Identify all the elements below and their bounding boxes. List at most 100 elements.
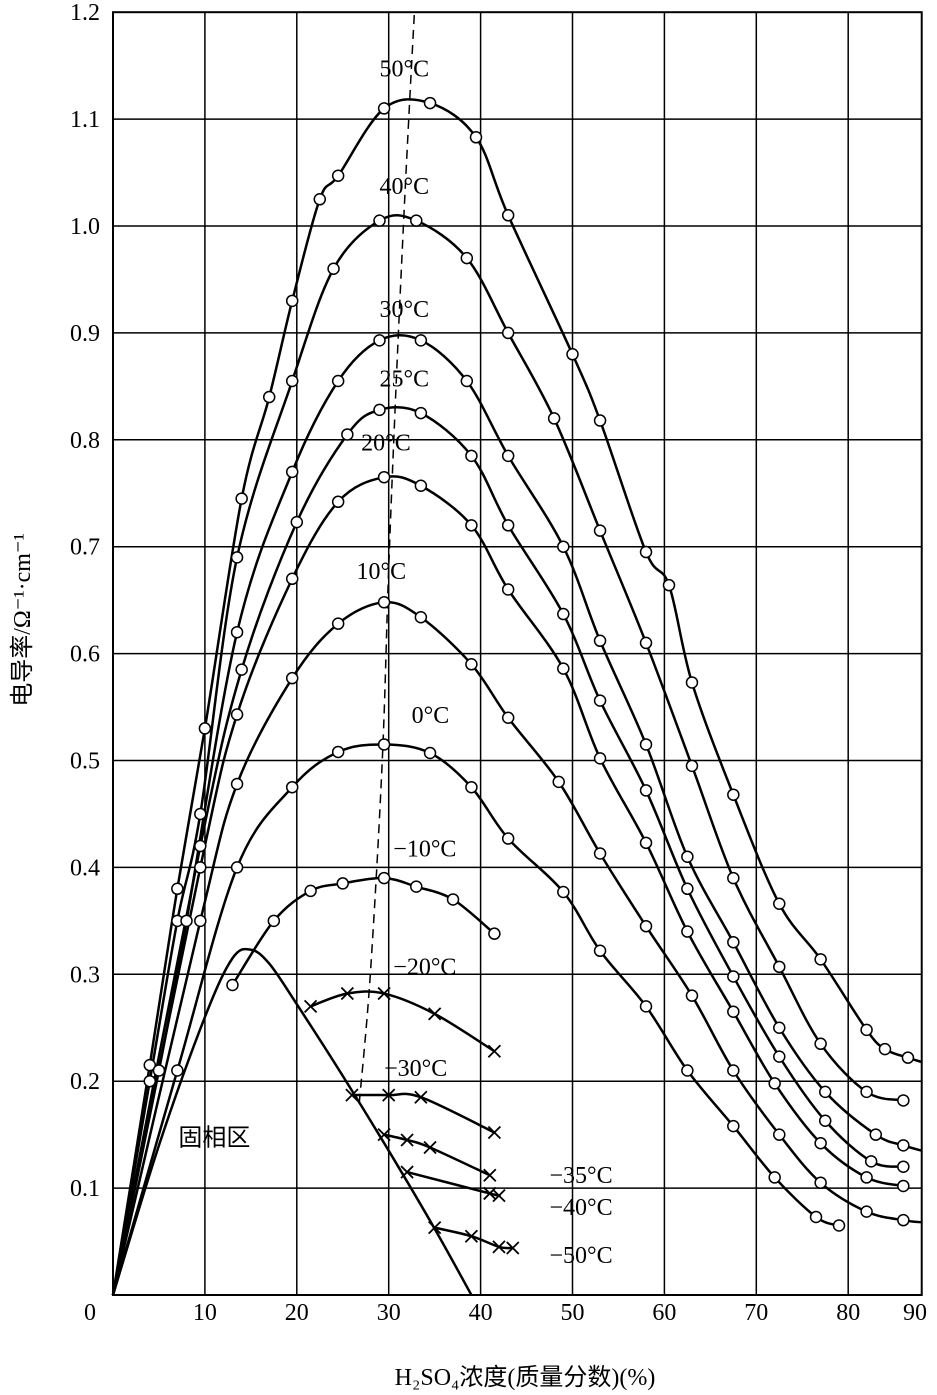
- series-8-x-marker: [377, 986, 391, 1001]
- series-4-circle-marker: [230, 708, 244, 721]
- series-7-circle-marker: [446, 893, 460, 906]
- series-9-x-marker: [345, 1088, 359, 1102]
- series-0-circle-marker: [901, 1051, 915, 1064]
- series-9-x-marker: [414, 1090, 428, 1104]
- series-0-circle-marker: [685, 676, 699, 689]
- series-1-circle-marker: [327, 262, 340, 276]
- series-0-circle-marker: [313, 193, 327, 206]
- series-2-circle-marker: [818, 1085, 832, 1099]
- series-2-circle-marker: [230, 625, 244, 639]
- series-5-circle-marker: [377, 596, 391, 609]
- series-0-circle-marker: [501, 209, 515, 222]
- series-0-circle-marker: [814, 953, 827, 966]
- series-0-circle-marker: [773, 897, 786, 910]
- series-0-circle-marker: [878, 1042, 892, 1056]
- series-3-circle-marker: [235, 663, 248, 676]
- series-4-line: [111, 475, 904, 1296]
- series-7-circle-marker: [336, 877, 349, 890]
- y-tick-label: 0.8: [70, 428, 100, 454]
- series-2-circle-marker: [373, 334, 386, 347]
- series-5-circle-marker: [331, 617, 345, 630]
- series-5-line: [111, 600, 922, 1296]
- y-tick-label: 0.5: [70, 749, 100, 775]
- series-2-circle-marker: [773, 1021, 786, 1034]
- series-10-label: −35°C: [550, 1163, 613, 1189]
- series-0-circle-marker: [198, 722, 212, 735]
- series-1-circle-marker: [373, 214, 386, 227]
- series-3-circle-marker: [414, 406, 428, 420]
- series-2-circle-marker: [331, 374, 345, 388]
- series-2-circle-marker: [897, 1139, 910, 1152]
- series-3-label: 25°C: [380, 366, 430, 392]
- series-7-label: −10°C: [393, 837, 456, 863]
- series-1-circle-marker: [639, 636, 653, 650]
- solid-phase-region-label: 固相区: [178, 1123, 250, 1151]
- series-9-line: [351, 1092, 495, 1134]
- series-1-label: 40°C: [380, 174, 430, 200]
- series-5-circle-marker: [414, 611, 428, 624]
- series-4-circle-marker: [465, 519, 478, 532]
- series-9-label: −30°C: [384, 1056, 447, 1082]
- x-tick-label: 10: [193, 1300, 217, 1326]
- series-0-circle-marker: [262, 390, 276, 404]
- series-0-circle-marker: [377, 102, 391, 115]
- series-8-x-marker: [487, 1044, 502, 1058]
- series-5-circle-marker: [593, 847, 607, 860]
- series-6-circle-marker: [331, 745, 345, 759]
- series-5-circle-marker: [727, 1064, 740, 1077]
- series-4-circle-marker: [897, 1179, 910, 1193]
- series-4-circle-marker: [860, 1171, 873, 1184]
- x-tick-label: 20: [285, 1300, 309, 1326]
- series-5-circle-marker: [552, 775, 565, 789]
- series-5-circle-marker: [814, 1176, 827, 1190]
- series-3-circle-marker: [818, 1114, 832, 1128]
- series-2-circle-marker: [727, 935, 740, 949]
- series-2-line: [111, 334, 923, 1296]
- series-1-circle-marker: [230, 551, 244, 564]
- series-6-circle-marker: [465, 780, 478, 794]
- x-tick-label: 80: [836, 1300, 860, 1326]
- series-1-circle-marker: [460, 251, 474, 265]
- series-2-label: 30°C: [380, 297, 430, 323]
- series-4-label: 20°C: [361, 430, 411, 456]
- series-7-circle-marker: [488, 927, 501, 940]
- series-10-x-marker: [483, 1168, 497, 1182]
- series-5-circle-marker: [685, 989, 699, 1002]
- series-5-circle-marker: [194, 914, 207, 928]
- series-8-x-marker: [340, 986, 354, 1001]
- series-1-circle-marker: [501, 326, 515, 340]
- series-3-line: [111, 406, 904, 1296]
- series-3-circle-marker: [465, 449, 478, 463]
- series-11-x-marker: [492, 1188, 506, 1203]
- x-axis-label: H₂SO₄浓度(质量分数)(%): [395, 1364, 656, 1391]
- series-12-x-marker: [492, 1240, 506, 1254]
- series-7-circle-marker: [410, 880, 423, 893]
- series-3-circle-marker: [639, 784, 653, 797]
- series-2-circle-marker: [869, 1128, 883, 1141]
- series-3-circle-marker: [897, 1160, 910, 1173]
- y-axis-label: 电导率/Ω⁻¹·cm⁻¹: [9, 533, 36, 707]
- series-0-circle-marker: [285, 294, 299, 308]
- series-12-x-marker: [428, 1221, 442, 1235]
- series-0-circle-marker: [593, 414, 607, 427]
- series-8-x-marker: [428, 1007, 442, 1021]
- series-3-circle-marker: [864, 1155, 878, 1168]
- series-10-x-marker: [423, 1140, 437, 1155]
- maximum-locus-dashed-line: [358, 12, 416, 1103]
- series-2-circle-marker: [414, 334, 428, 347]
- series-4-circle-marker: [501, 583, 515, 596]
- series-3-circle-marker: [593, 694, 607, 707]
- x-tick-label: 0: [84, 1300, 96, 1326]
- series-3-circle-marker: [557, 607, 570, 621]
- series-2-circle-marker: [639, 738, 653, 751]
- series-3-circle-marker: [727, 970, 740, 983]
- series-4-circle-marker: [285, 572, 299, 586]
- series-6-circle-marker: [557, 885, 570, 899]
- series-11-line: [406, 1170, 501, 1198]
- series-2-circle-marker: [593, 634, 607, 648]
- series-11-x-marker: [400, 1165, 414, 1179]
- labels: 50°C 40°C 30°C 25°C 20°C 10°C 0°C −10°C −20°C −30…: [178, 56, 612, 1269]
- series-4-circle-marker: [377, 470, 391, 484]
- series-12-x-marker: [464, 1229, 479, 1243]
